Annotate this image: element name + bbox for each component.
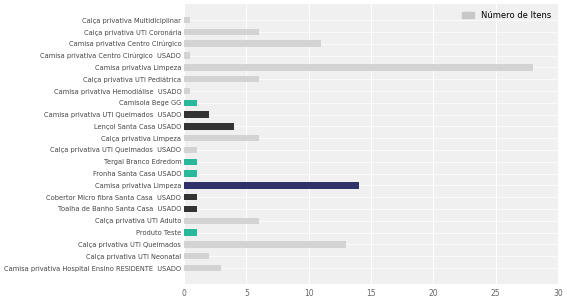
Bar bbox=[184, 29, 259, 35]
Bar bbox=[184, 52, 191, 59]
Bar bbox=[184, 170, 197, 177]
Bar bbox=[184, 17, 191, 23]
Legend: Número de Itens: Número de Itens bbox=[459, 8, 554, 22]
Bar bbox=[184, 40, 321, 47]
Bar bbox=[184, 100, 197, 106]
Bar bbox=[184, 76, 259, 82]
Bar bbox=[184, 206, 197, 212]
Bar bbox=[184, 229, 197, 236]
Bar bbox=[184, 88, 191, 94]
Bar bbox=[184, 135, 259, 141]
Bar bbox=[184, 182, 358, 189]
Bar bbox=[184, 217, 259, 224]
Bar bbox=[184, 194, 197, 201]
Bar bbox=[184, 123, 234, 130]
Bar bbox=[184, 253, 209, 259]
Bar bbox=[184, 159, 197, 165]
Bar bbox=[184, 147, 197, 153]
Bar bbox=[184, 111, 209, 118]
Bar bbox=[184, 241, 346, 248]
Bar bbox=[184, 265, 222, 271]
Bar bbox=[184, 64, 533, 71]
